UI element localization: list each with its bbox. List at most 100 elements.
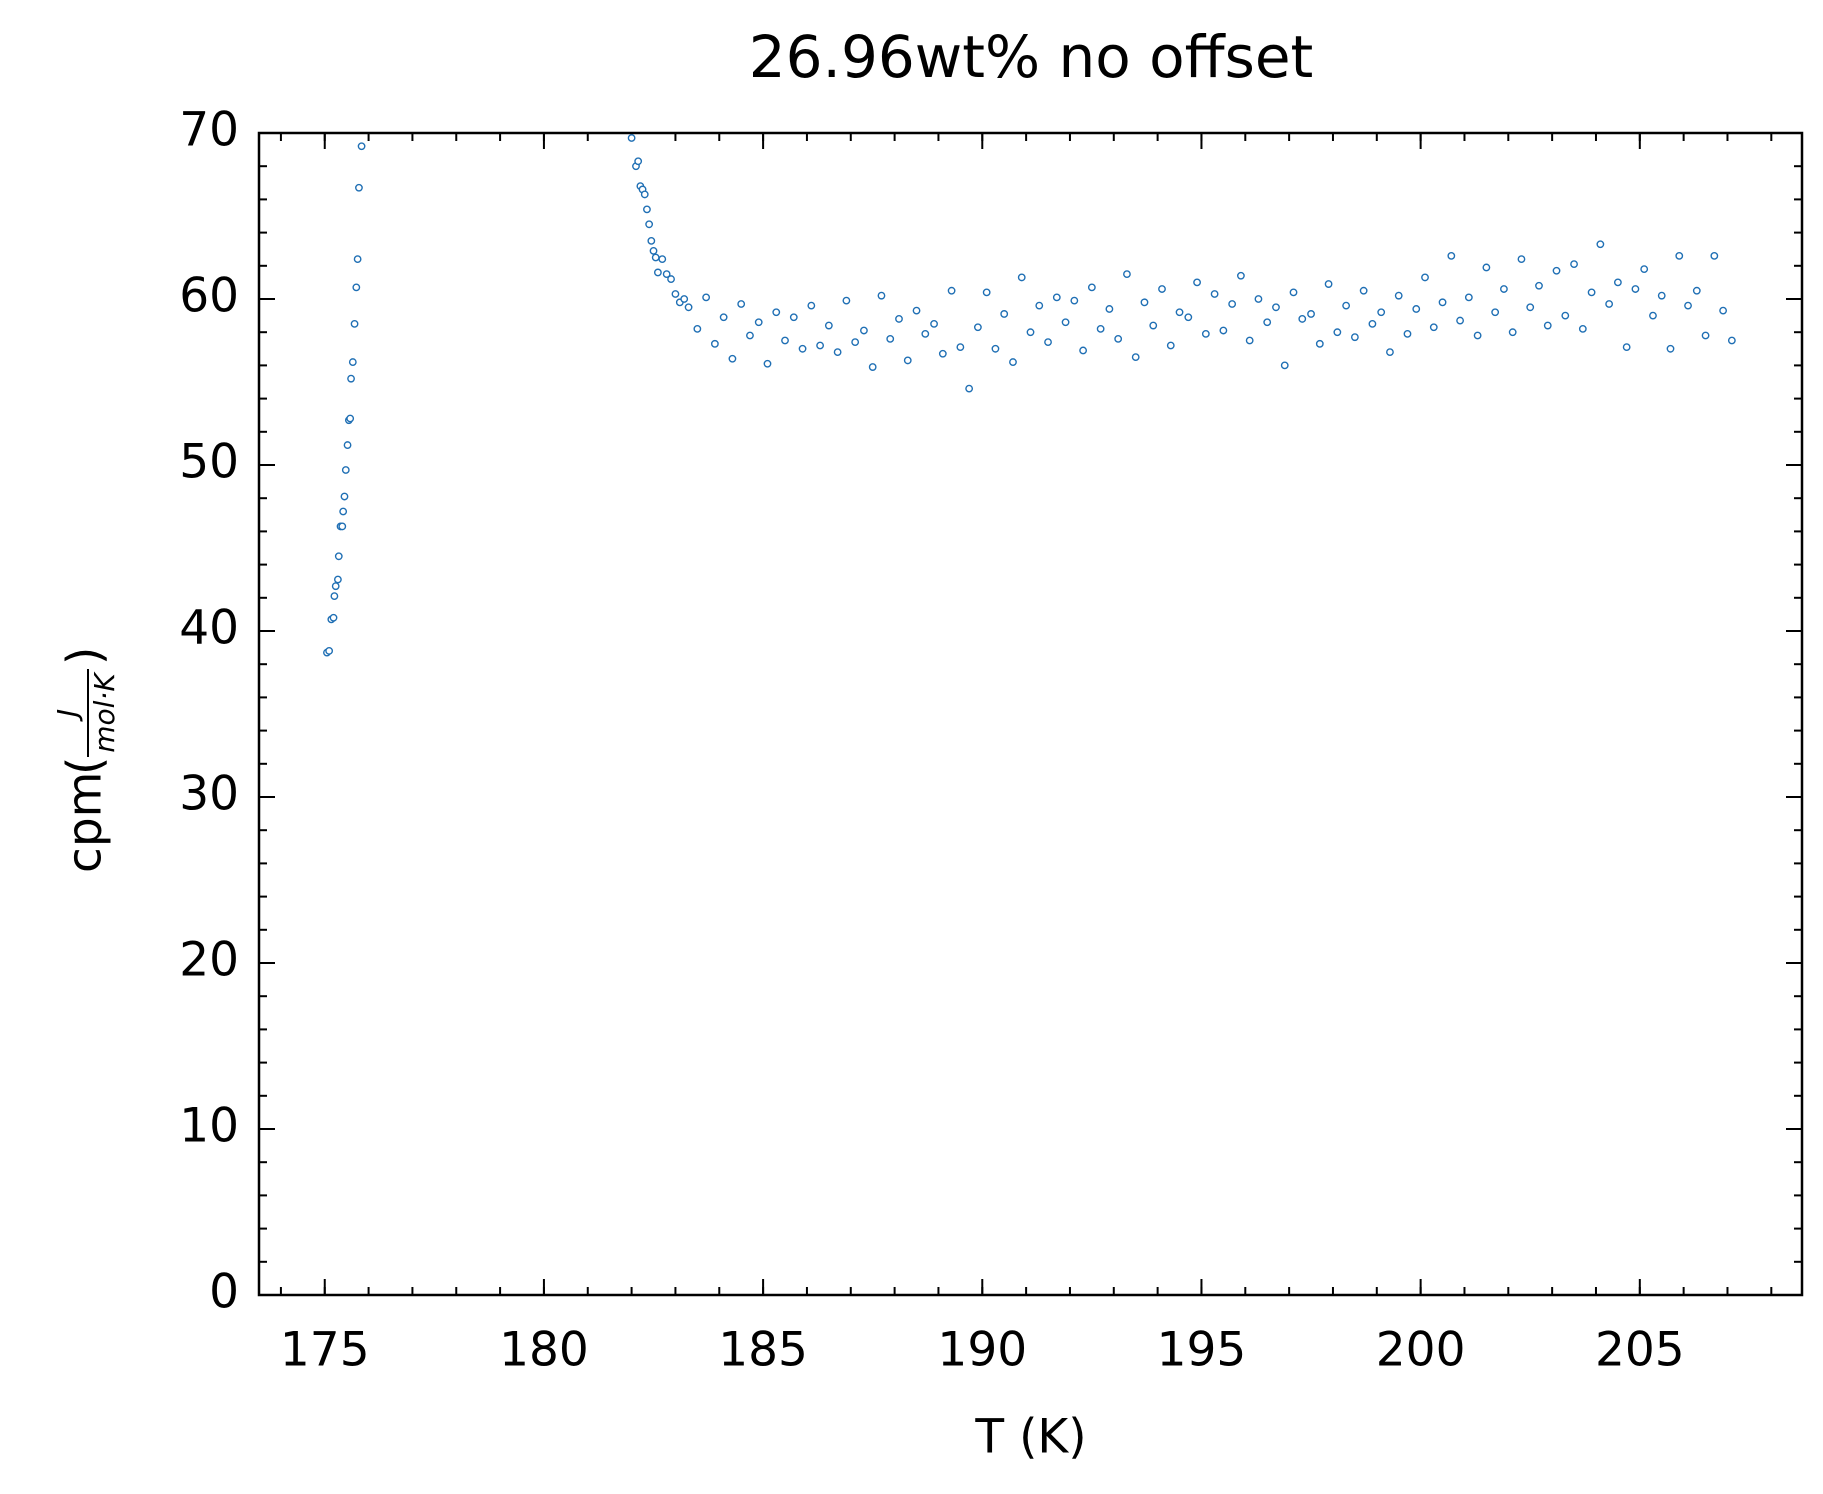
point [982,288,991,297]
point [746,331,754,340]
point [1421,273,1429,282]
point [643,205,651,214]
point [1333,328,1342,337]
point [667,275,675,283]
point [1175,308,1184,317]
unit-denominator: mol·K [88,671,121,753]
point [1710,251,1719,260]
point [1114,334,1123,343]
point [1070,296,1079,305]
point [1666,344,1675,353]
point [789,313,798,322]
point [1596,240,1605,249]
point [1052,293,1061,302]
point [1140,298,1149,307]
point [710,339,719,348]
point [1587,288,1596,297]
point [348,358,357,366]
point [1456,316,1464,325]
point [938,349,947,358]
point [719,313,728,322]
point [1368,319,1377,328]
point [339,507,348,516]
point [1263,318,1272,327]
y-axis-label: cpm ( J mol·K ) [51,647,121,873]
point [1613,278,1622,287]
point [671,290,680,298]
point [903,356,912,365]
point [1254,295,1263,303]
point [1342,301,1351,310]
point [763,359,772,368]
point [816,341,824,350]
point [956,343,965,352]
point [338,522,347,531]
series [323,134,1736,657]
y-tick-label: 40 [179,601,239,656]
point [1570,260,1578,269]
point [728,354,737,363]
point [647,236,656,245]
point [334,575,342,584]
point [662,270,671,278]
point [1009,358,1017,366]
x-tick-label: 200 [1376,1323,1466,1378]
point [1386,348,1394,357]
y-tick-label: 30 [179,767,239,822]
y-tick-label: 70 [179,103,239,158]
point [921,329,930,338]
point [1219,326,1228,335]
plot-frame [257,131,1804,1297]
point [1464,293,1473,302]
point [1193,278,1201,287]
point [325,647,334,655]
point [807,301,816,310]
point [1087,283,1096,292]
point [1482,263,1491,272]
point [1035,301,1044,310]
point [352,283,361,292]
point [1350,333,1359,342]
point [340,492,349,501]
point [1508,328,1517,337]
point [1578,324,1587,333]
point [1491,308,1500,317]
point [654,268,662,277]
point [331,582,340,591]
point [330,592,339,601]
point [346,414,355,423]
point [1561,311,1570,320]
point [1315,339,1324,348]
point [1675,251,1684,260]
point [1473,331,1482,340]
point [353,255,362,264]
point [1684,301,1692,310]
point [649,246,658,255]
x-tick-label: 185 [718,1323,808,1378]
point [1237,271,1245,280]
point [347,374,355,383]
point [1298,315,1307,323]
y-tick-label: 10 [179,1099,239,1154]
point [1403,329,1412,338]
point [693,324,702,333]
point [1657,291,1666,300]
point [1543,321,1552,330]
point [1201,329,1210,338]
point [1228,300,1237,308]
point [1131,353,1140,361]
point [781,336,789,345]
point [1017,273,1026,282]
point [1412,305,1421,313]
point [973,323,982,332]
point [1517,255,1526,264]
point [912,306,921,315]
point [343,441,352,449]
unit-numerator: J [51,709,84,722]
point [947,286,956,295]
point [1649,311,1657,320]
point [824,321,833,330]
point [965,384,974,393]
point [1359,286,1368,295]
